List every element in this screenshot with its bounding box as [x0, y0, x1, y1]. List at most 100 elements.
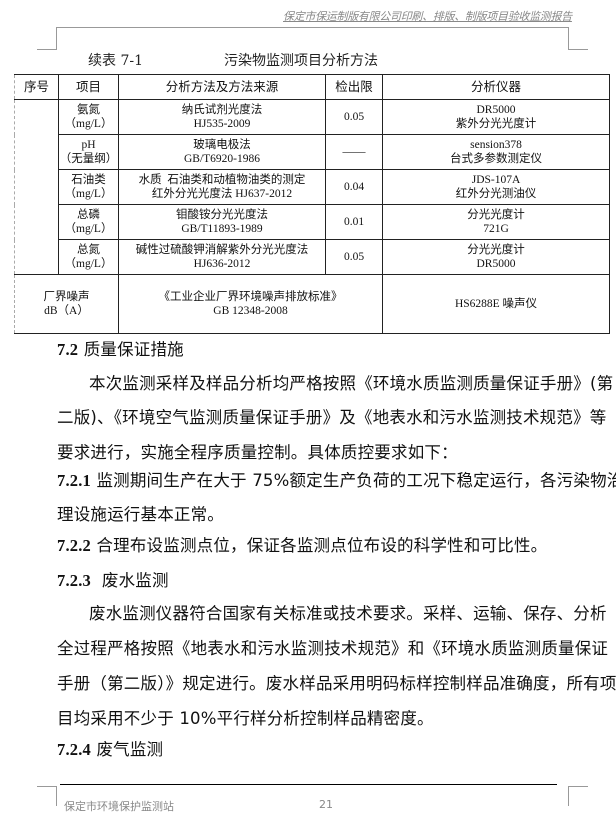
instrument-name: 紫外分光光度计: [455, 118, 537, 130]
method-name: 玻璃电极法: [193, 139, 251, 151]
table-title: 污染物监测项目分析方法: [224, 53, 378, 69]
paragraph-line: 目均采用不少于 10%平行样分析控制样品精密度。: [57, 709, 434, 728]
limit-cell: 0.05: [325, 99, 383, 135]
item-name: 总磷: [77, 209, 100, 221]
paragraph-line: 监测期间生产在大于 75%额定生产负荷的工况下稳定运行，各污染物治: [96, 471, 616, 490]
method-cell: 碱性过硫酸钾消解紫外分光光度法 HJ636-2012: [118, 239, 326, 275]
item-name: 氨氮: [77, 104, 100, 116]
crop-mark: [568, 27, 569, 50]
method-standard: 红外分光光度法 HJ637-2012: [151, 188, 293, 200]
col-header-seq: 序号: [14, 74, 59, 100]
section-7-2-4-heading: 7.2.4 废气监测: [57, 740, 163, 760]
table-row: 石油类 （mg/L） 水质 石油类和动植物油类的测定 红外分光光度法 HJ637-2…: [15, 169, 610, 205]
limit-cell: 0.01: [325, 204, 383, 240]
item-cell: 氨氮 （mg/L）: [58, 99, 119, 135]
method-cell: 纳氏试剂光度法 HJ535-2009: [118, 99, 326, 135]
instrument-cell: 分光光度计 DR5000: [382, 239, 610, 275]
instrument-model: 分光光度计: [467, 209, 525, 221]
section-number: 7.2.2: [57, 536, 91, 555]
instrument-model: DR5000: [476, 104, 516, 116]
instrument-name: DR5000: [476, 258, 516, 270]
col-header-instrument: 分析仪器: [382, 74, 610, 100]
table-label: 续表 7-1: [88, 53, 143, 69]
col-header-limit: 检出限: [325, 74, 383, 100]
section-number: 7.2.3: [57, 571, 91, 590]
method-standard: HJ535-2009: [193, 118, 251, 130]
item-cell: pH （无量纲）: [58, 134, 119, 170]
footer-rule: [60, 784, 557, 785]
instrument-cell: sension378 台式多参数测定仪: [382, 134, 610, 170]
instrument-cell: 分光光度计 721G: [382, 204, 610, 240]
header-rule: [56, 27, 568, 28]
method-name: 钼酸铵分光光度法: [176, 209, 268, 221]
item-unit: （mg/L）: [64, 188, 113, 200]
instrument-cell: DR5000 紫外分光光度计: [382, 99, 610, 135]
section-number: 7.2.4: [57, 740, 91, 759]
section-title: 质量保证措施: [83, 340, 184, 359]
item-unit: （mg/L）: [64, 118, 113, 130]
method-name: 水质 石油类和动植物油类的测定: [138, 174, 306, 186]
crop-mark: [568, 49, 588, 50]
section-number: 7.2: [57, 340, 79, 359]
table-row: 氨氮 （mg/L） 纳氏试剂光度法 HJ535-2009 0.05 DR5000 紫外…: [14, 99, 610, 275]
paragraph-line: 手册（第二版）》规定进行。废水样品采用明码标样控制样品准确度，所有项: [57, 674, 616, 693]
paragraph-line: 全过程严格按照《地表水和污水监测技术规范》和《环境水质监测质量保证: [57, 639, 609, 658]
section-number: 7.2.1: [57, 471, 91, 490]
crop-mark: [56, 27, 57, 50]
item-cell: 厂界噪声 dB（A）: [14, 274, 119, 334]
paragraph-line: 废水监测仪器符合国家有关标准或技术要求。采样、运输、保存、分析: [89, 604, 607, 623]
instrument-cell: JDS-107A 红外分光测油仪: [382, 169, 610, 205]
limit-cell: ——: [325, 134, 383, 170]
limit-cell: 0.04: [325, 169, 383, 205]
col-header-item: 项目: [58, 74, 119, 100]
item-name: pH: [81, 139, 96, 151]
instrument-cell: HS6288E 噪声仪: [382, 274, 610, 334]
method-standard: GB 12348-2008: [213, 305, 288, 317]
item-unit: （无量纲）: [59, 153, 118, 165]
crop-mark: [56, 786, 57, 806]
footer-org: 保定市环境保护监测站: [64, 800, 174, 813]
section-title: 废气监测: [96, 740, 164, 759]
method-cell: 钼酸铵分光光度法 GB/T11893-1989: [118, 204, 326, 240]
paragraph-line: 要求进行，实施全程序质量控制。具体质控要求如下：: [57, 443, 458, 462]
method-standard: GB/T11893-1989: [181, 223, 263, 235]
instrument-name: 台式多参数测定仪: [450, 153, 542, 165]
item-unit: dB（A）: [44, 305, 89, 317]
col-header-method: 分析方法及方法来源: [118, 74, 326, 100]
item-cell: 总氮 （mg/L）: [58, 239, 119, 275]
item-cell: 石油类 （mg/L）: [58, 169, 119, 205]
table-row: 总氮 （mg/L） 碱性过硫酸钾消解紫外分光光度法 HJ636-2012 0.05 …: [15, 239, 610, 275]
seq-cell: [14, 99, 59, 275]
method-cell: 玻璃电极法 GB/T6920-1986: [118, 134, 326, 170]
section-7-2-1: 7.2.1 监测期间生产在大于 75%额定生产负荷的工况下稳定运行，各污染物治: [57, 471, 616, 491]
instrument-model: sension378: [470, 139, 522, 151]
item-unit: （mg/L）: [64, 223, 113, 235]
paragraph-line: 二版)、《环境空气监测质量保证手册》及《地表水和污水监测技术规范》等: [57, 408, 607, 427]
instrument-name: 红外分光测油仪: [455, 188, 537, 200]
crop-mark: [568, 786, 588, 787]
method-name: 碱性过硫酸钾消解紫外分光光度法: [135, 244, 309, 256]
table-header-row: 序号 项目 分析方法及方法来源 检出限 分析仪器: [14, 74, 610, 100]
method-name: 《工业企业厂界环境噪声排放标准》: [158, 291, 343, 303]
page-number: 21: [319, 798, 333, 811]
item-cell: 总磷 （mg/L）: [58, 204, 119, 240]
method-standard: HJ636-2012: [193, 258, 251, 270]
paragraph-line: 本次监测采样及样品分析均严格按照《环境水质监测质量保证手册》(第: [89, 374, 614, 393]
method-cell: 水质 石油类和动植物油类的测定 红外分光光度法 HJ637-2012: [118, 169, 326, 205]
table-row: pH （无量纲） 玻璃电极法 GB/T6920-1986 —— sension378…: [15, 134, 610, 170]
method-name: 纳氏试剂光度法: [181, 104, 263, 116]
item-name: 总氮: [77, 244, 100, 256]
method-cell: 《工业企业厂界环境噪声排放标准》 GB 12348-2008: [118, 274, 383, 334]
crop-mark: [37, 49, 57, 50]
paragraph-line: 合理布设监测点位，保证各监测点位布设的科学性和可比性。: [96, 536, 548, 555]
instrument-name: 721G: [483, 223, 509, 235]
section-title: 废水监测: [101, 571, 169, 590]
crop-mark: [37, 786, 57, 787]
analysis-methods-table: 序号 项目 分析方法及方法来源 检出限 分析仪器 氨氮 （mg/L） 纳氏试剂光度…: [14, 74, 610, 334]
item-name: 厂界噪声: [43, 291, 90, 303]
running-header: 保定市保运制版有限公司印刷、排版、制版项目验收监测报告: [283, 10, 572, 23]
noise-row: 厂界噪声 dB（A） 《工业企业厂界环境噪声排放标准》 GB 12348-2008 …: [14, 274, 610, 334]
item-name: 石油类: [71, 174, 106, 186]
limit-cell: 0.05: [325, 239, 383, 275]
instrument-model: JDS-107A: [471, 174, 521, 186]
